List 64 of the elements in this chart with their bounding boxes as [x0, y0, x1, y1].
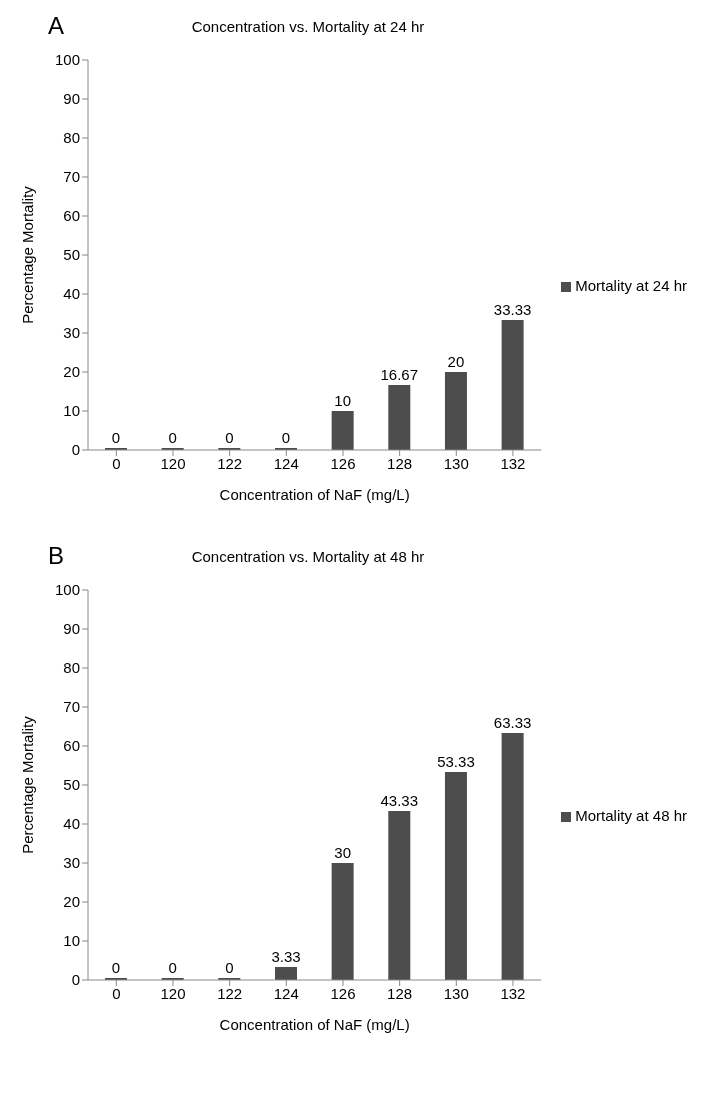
data-label: 30 — [334, 844, 351, 861]
x-tick-label: 128 — [387, 454, 413, 472]
y-tick-label: 30 — [63, 324, 80, 342]
y-tick-label: 80 — [63, 129, 80, 147]
chart-title: Concentration vs. Mortality at 24 hr — [191, 18, 425, 35]
x-tick-label: 126 — [330, 454, 356, 472]
chart-title: Concentration vs. Mortality at 48 hr — [191, 548, 425, 565]
x-tick-label: 0 — [112, 454, 121, 472]
x-tick-label: 130 — [443, 984, 469, 1002]
y-tick-label: 50 — [63, 246, 80, 264]
x-tick-label: 122 — [217, 984, 243, 1002]
y-tick-label: 100 — [54, 51, 80, 69]
y-tick-label: 70 — [63, 168, 80, 186]
legend-label: Mortality at 24 hr — [575, 276, 687, 294]
data-label: 0 — [111, 959, 121, 976]
y-tick-label: 0 — [71, 441, 80, 459]
x-tick-label: 0 — [112, 984, 121, 1002]
data-label: 0 — [225, 959, 234, 976]
y-tick-label: 10 — [63, 932, 80, 950]
data-label: 0 — [111, 429, 121, 446]
data-label: 16.67 — [380, 365, 419, 383]
data-label: 3.33 — [271, 948, 301, 966]
data-label: 10 — [334, 392, 351, 409]
y-tick-label: 20 — [63, 893, 80, 911]
x-tick-label: 120 — [160, 454, 186, 472]
y-tick-label: 40 — [63, 815, 80, 833]
data-label: 0 — [281, 429, 291, 446]
data-label: 43.33 — [380, 792, 419, 810]
y-tick-label: 60 — [63, 737, 80, 755]
y-axis-title: Percentage Mortality — [19, 715, 37, 854]
x-tick-label: 122 — [217, 454, 243, 472]
text: B — [48, 542, 65, 570]
data-label: 0 — [168, 959, 177, 976]
y-tick-label: 0 — [71, 971, 80, 989]
y-tick-label: 60 — [63, 207, 80, 225]
legend-label: Mortality at 48 hr — [575, 806, 687, 824]
y-tick-label: 50 — [63, 776, 80, 794]
x-tick-label: 132 — [500, 984, 526, 1002]
text: A — [48, 12, 65, 40]
data-label: 53.33 — [437, 753, 475, 771]
y-tick-label: 90 — [63, 620, 80, 638]
x-tick-label: 128 — [387, 984, 413, 1002]
x-tick-label: 124 — [273, 984, 299, 1002]
y-tick-label: 70 — [63, 698, 80, 716]
x-tick-label: 132 — [500, 454, 526, 472]
x-axis-title: Concentration of NaF (mg/L) — [219, 1016, 410, 1033]
y-axis-title: Percentage Mortality — [19, 185, 37, 324]
x-tick-label: 120 — [160, 984, 186, 1002]
y-tick-label: 40 — [63, 285, 80, 303]
y-tick-label: 80 — [63, 659, 80, 677]
data-label: 0 — [225, 429, 234, 446]
y-tick-label: 100 — [54, 581, 80, 599]
data-label: 20 — [447, 353, 465, 370]
data-label: 33.33 — [493, 301, 532, 319]
data-label: 0 — [168, 429, 177, 446]
y-tick-label: 30 — [63, 854, 80, 872]
y-tick-label: 20 — [63, 363, 80, 381]
y-tick-label: 90 — [63, 90, 80, 108]
x-tick-label: 126 — [330, 984, 356, 1002]
x-tick-label: 124 — [273, 454, 299, 472]
x-tick-label: 130 — [443, 454, 469, 472]
y-tick-label: 10 — [63, 402, 80, 420]
x-axis-title: Concentration of NaF (mg/L) — [219, 486, 410, 503]
data-label: 63.33 — [493, 714, 532, 732]
